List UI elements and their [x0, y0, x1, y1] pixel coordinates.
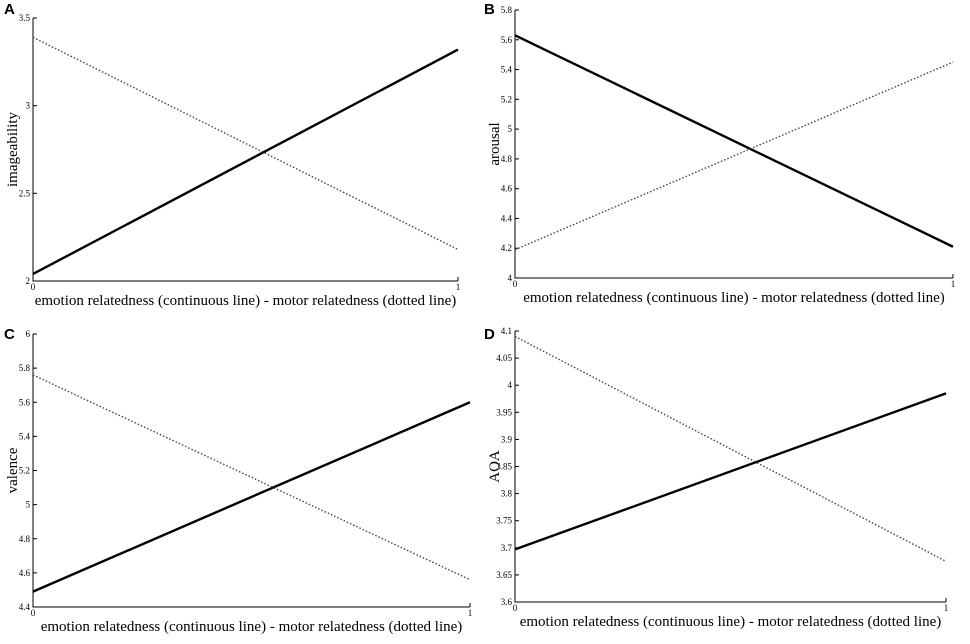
- y-axis-title: imageability: [5, 112, 21, 187]
- y-tick-label: 5.2: [501, 94, 512, 104]
- panel-letter: B: [484, 1, 495, 18]
- y-tick-label: 4.6: [501, 184, 513, 194]
- y-tick-label: 5.4: [501, 65, 513, 75]
- emotion-relatedness-line: [514, 392, 947, 551]
- y-tick-label: 4.6: [19, 568, 31, 578]
- axis-lines: [32, 334, 470, 608]
- x-tick-label: 0: [31, 608, 36, 618]
- motor-relatedness-line: [32, 36, 459, 251]
- y-tick-label: 5.8: [19, 363, 31, 373]
- motor-relatedness-line: [514, 61, 954, 251]
- x-axis-title: emotion relatedness (continuous line) - …: [520, 614, 942, 630]
- panel-c: C 4.4 4.6 4.8 5 5.2 5.4 5.6 5.8 6 0 1 emotion relate…: [4, 326, 472, 635]
- y-tick-label: 4.1: [501, 326, 512, 336]
- motor-relatedness-line: [32, 374, 471, 581]
- y-axis-title: AOA: [487, 450, 503, 483]
- x-axis-title: emotion relatedness (continuous line) - …: [523, 290, 945, 306]
- y-tick-label: 5.6: [501, 35, 513, 45]
- y-tick-label: 4.05: [496, 353, 512, 363]
- y-axis-title: arousal: [487, 122, 503, 165]
- y-tick-label: 6: [26, 329, 31, 339]
- emotion-relatedness-line: [514, 34, 954, 248]
- panel-letter: A: [4, 1, 15, 18]
- y-tick-label: 4.4: [19, 602, 31, 612]
- y-tick-label: 4: [508, 380, 513, 390]
- y-axis-title: valence: [5, 447, 21, 493]
- y-tick-label: 4.4: [501, 213, 513, 223]
- x-axis-title: emotion relatedness (continuous line) - …: [35, 293, 457, 309]
- y-tick-label: 3: [26, 101, 31, 111]
- y-tick-label: 3.5: [19, 13, 31, 23]
- axis-lines: [514, 10, 953, 279]
- y-tick-label: 4: [508, 273, 513, 283]
- y-tick-label: 4.8: [501, 154, 513, 164]
- y-tick-label: 5.4: [19, 431, 31, 441]
- x-tick-label: 0: [513, 279, 518, 289]
- x-tick-label: 0: [513, 603, 518, 613]
- y-tick-label: 3.6: [501, 597, 513, 607]
- y-tick-label: 2: [26, 276, 31, 286]
- x-axis-title: emotion relatedness (continuous line) - …: [41, 619, 463, 635]
- y-tick-label: 3.65: [496, 570, 512, 580]
- y-tick-label: 2.5: [19, 188, 31, 198]
- panel-letter: C: [4, 326, 15, 343]
- y-tick-label: 4.2: [501, 243, 512, 253]
- y-tick-label: 5.6: [19, 397, 31, 407]
- x-tick-label: 1: [951, 279, 956, 289]
- y-tick-label: 5: [508, 124, 513, 134]
- x-tick-label: 1: [944, 603, 949, 613]
- y-tick-label: 5: [26, 500, 31, 510]
- y-tick-label: 3.85: [496, 462, 512, 472]
- y-tick-label: 3.75: [496, 516, 512, 526]
- y-tick-label: 5.8: [501, 5, 513, 15]
- y-tick-label: 3.8: [501, 489, 513, 499]
- y-tick-label: 4.8: [19, 534, 31, 544]
- panel-b: B 4 4.2 4.4 4.6 4.8 5 5.2 5.4 5.6 5.8 0 1 emotion rel…: [484, 1, 955, 306]
- x-tick-label: 1: [468, 608, 473, 618]
- y-tick-label: 5.2: [19, 466, 30, 476]
- x-tick-label: 0: [31, 282, 36, 292]
- axis-lines: [514, 331, 946, 603]
- emotion-relatedness-line: [32, 401, 471, 593]
- y-tick-label: 3.9: [501, 434, 513, 444]
- y-tick-label: 3.7: [501, 543, 513, 553]
- panel-letter: D: [484, 326, 495, 343]
- y-tick-label: 3.95: [496, 407, 512, 417]
- panel-d: D 3.6 3.65 3.7 3.75 3.8 3.85 3.9 3.95 4 4.05 4.1 0 1e…: [484, 326, 948, 630]
- emotion-relatedness-line: [32, 48, 459, 276]
- motor-relatedness-line: [514, 335, 947, 562]
- x-tick-label: 1: [456, 282, 461, 292]
